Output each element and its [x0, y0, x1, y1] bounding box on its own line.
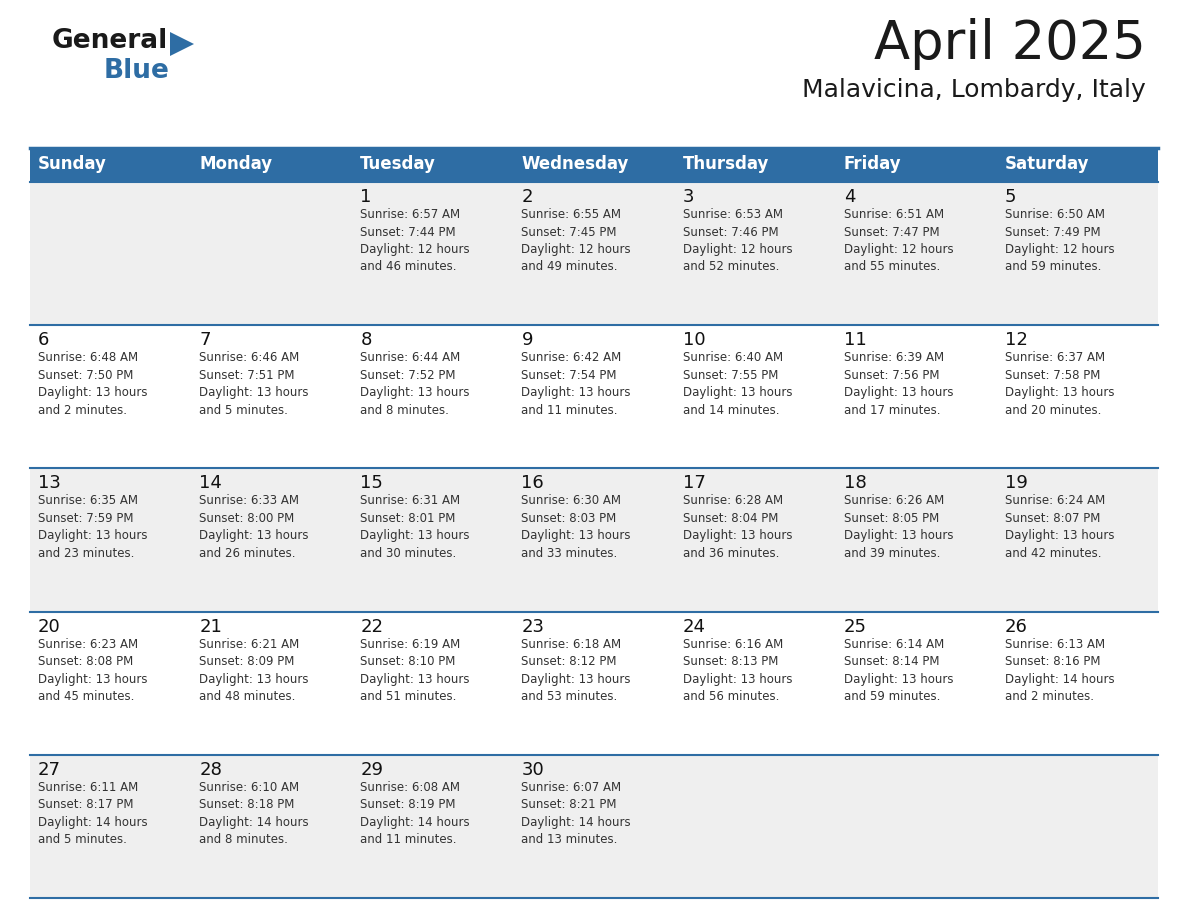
Text: Sunrise: 6:40 AM
Sunset: 7:55 PM
Daylight: 13 hours
and 14 minutes.: Sunrise: 6:40 AM Sunset: 7:55 PM Dayligh…: [683, 352, 792, 417]
Text: 20: 20: [38, 618, 61, 635]
Text: Sunrise: 6:31 AM
Sunset: 8:01 PM
Daylight: 13 hours
and 30 minutes.: Sunrise: 6:31 AM Sunset: 8:01 PM Dayligh…: [360, 495, 469, 560]
Text: 21: 21: [200, 618, 222, 635]
Text: Sunrise: 6:44 AM
Sunset: 7:52 PM
Daylight: 13 hours
and 8 minutes.: Sunrise: 6:44 AM Sunset: 7:52 PM Dayligh…: [360, 352, 469, 417]
Text: 9: 9: [522, 331, 533, 349]
Text: 13: 13: [38, 475, 61, 492]
Text: 23: 23: [522, 618, 544, 635]
Text: 2: 2: [522, 188, 533, 206]
Text: 8: 8: [360, 331, 372, 349]
Text: Blue: Blue: [105, 58, 170, 84]
Text: 19: 19: [1005, 475, 1028, 492]
Text: Sunrise: 6:35 AM
Sunset: 7:59 PM
Daylight: 13 hours
and 23 minutes.: Sunrise: 6:35 AM Sunset: 7:59 PM Dayligh…: [38, 495, 147, 560]
Bar: [30, 468, 1158, 611]
Text: Sunrise: 6:30 AM
Sunset: 8:03 PM
Daylight: 13 hours
and 33 minutes.: Sunrise: 6:30 AM Sunset: 8:03 PM Dayligh…: [522, 495, 631, 560]
Text: Sunrise: 6:08 AM
Sunset: 8:19 PM
Daylight: 14 hours
and 11 minutes.: Sunrise: 6:08 AM Sunset: 8:19 PM Dayligh…: [360, 781, 470, 846]
Text: April 2025: April 2025: [874, 18, 1146, 70]
Text: Sunrise: 6:42 AM
Sunset: 7:54 PM
Daylight: 13 hours
and 11 minutes.: Sunrise: 6:42 AM Sunset: 7:54 PM Dayligh…: [522, 352, 631, 417]
Text: Sunrise: 6:37 AM
Sunset: 7:58 PM
Daylight: 13 hours
and 20 minutes.: Sunrise: 6:37 AM Sunset: 7:58 PM Dayligh…: [1005, 352, 1114, 417]
Text: Sunrise: 6:21 AM
Sunset: 8:09 PM
Daylight: 13 hours
and 48 minutes.: Sunrise: 6:21 AM Sunset: 8:09 PM Dayligh…: [200, 638, 309, 703]
Text: Thursday: Thursday: [683, 155, 769, 173]
Text: Sunrise: 6:53 AM
Sunset: 7:46 PM
Daylight: 12 hours
and 52 minutes.: Sunrise: 6:53 AM Sunset: 7:46 PM Dayligh…: [683, 208, 792, 274]
Text: 11: 11: [843, 331, 866, 349]
Text: 25: 25: [843, 618, 867, 635]
Text: Sunrise: 6:39 AM
Sunset: 7:56 PM
Daylight: 13 hours
and 17 minutes.: Sunrise: 6:39 AM Sunset: 7:56 PM Dayligh…: [843, 352, 953, 417]
Text: Sunrise: 6:33 AM
Sunset: 8:00 PM
Daylight: 13 hours
and 26 minutes.: Sunrise: 6:33 AM Sunset: 8:00 PM Dayligh…: [200, 495, 309, 560]
Text: Sunrise: 6:18 AM
Sunset: 8:12 PM
Daylight: 13 hours
and 53 minutes.: Sunrise: 6:18 AM Sunset: 8:12 PM Dayligh…: [522, 638, 631, 703]
Bar: [30, 755, 1158, 898]
Text: Sunrise: 6:26 AM
Sunset: 8:05 PM
Daylight: 13 hours
and 39 minutes.: Sunrise: 6:26 AM Sunset: 8:05 PM Dayligh…: [843, 495, 953, 560]
Bar: [30, 182, 1158, 325]
Text: 18: 18: [843, 475, 866, 492]
Text: 28: 28: [200, 761, 222, 778]
Text: Sunrise: 6:51 AM
Sunset: 7:47 PM
Daylight: 12 hours
and 55 minutes.: Sunrise: 6:51 AM Sunset: 7:47 PM Dayligh…: [843, 208, 953, 274]
Text: 29: 29: [360, 761, 384, 778]
Text: 17: 17: [683, 475, 706, 492]
Text: Sunrise: 6:57 AM
Sunset: 7:44 PM
Daylight: 12 hours
and 46 minutes.: Sunrise: 6:57 AM Sunset: 7:44 PM Dayligh…: [360, 208, 470, 274]
Text: Sunrise: 6:55 AM
Sunset: 7:45 PM
Daylight: 12 hours
and 49 minutes.: Sunrise: 6:55 AM Sunset: 7:45 PM Dayligh…: [522, 208, 631, 274]
Text: 6: 6: [38, 331, 50, 349]
Text: 27: 27: [38, 761, 61, 778]
Text: Friday: Friday: [843, 155, 902, 173]
Text: Sunday: Sunday: [38, 155, 107, 173]
Text: Sunrise: 6:19 AM
Sunset: 8:10 PM
Daylight: 13 hours
and 51 minutes.: Sunrise: 6:19 AM Sunset: 8:10 PM Dayligh…: [360, 638, 469, 703]
Text: Sunrise: 6:24 AM
Sunset: 8:07 PM
Daylight: 13 hours
and 42 minutes.: Sunrise: 6:24 AM Sunset: 8:07 PM Dayligh…: [1005, 495, 1114, 560]
Bar: [30, 611, 1158, 755]
Text: 30: 30: [522, 761, 544, 778]
Text: 16: 16: [522, 475, 544, 492]
Text: Sunrise: 6:14 AM
Sunset: 8:14 PM
Daylight: 13 hours
and 59 minutes.: Sunrise: 6:14 AM Sunset: 8:14 PM Dayligh…: [843, 638, 953, 703]
Bar: [30, 148, 1158, 182]
Text: Saturday: Saturday: [1005, 155, 1089, 173]
Polygon shape: [170, 32, 194, 56]
Text: 7: 7: [200, 331, 210, 349]
Text: 1: 1: [360, 188, 372, 206]
Text: Tuesday: Tuesday: [360, 155, 436, 173]
Text: Sunrise: 6:46 AM
Sunset: 7:51 PM
Daylight: 13 hours
and 5 minutes.: Sunrise: 6:46 AM Sunset: 7:51 PM Dayligh…: [200, 352, 309, 417]
Text: Sunrise: 6:11 AM
Sunset: 8:17 PM
Daylight: 14 hours
and 5 minutes.: Sunrise: 6:11 AM Sunset: 8:17 PM Dayligh…: [38, 781, 147, 846]
Text: 15: 15: [360, 475, 384, 492]
Text: Malavicina, Lombardy, Italy: Malavicina, Lombardy, Italy: [802, 78, 1146, 102]
Text: General: General: [52, 28, 169, 54]
Text: 14: 14: [200, 475, 222, 492]
Text: 12: 12: [1005, 331, 1028, 349]
Text: 3: 3: [683, 188, 694, 206]
Text: Sunrise: 6:07 AM
Sunset: 8:21 PM
Daylight: 14 hours
and 13 minutes.: Sunrise: 6:07 AM Sunset: 8:21 PM Dayligh…: [522, 781, 631, 846]
Text: Sunrise: 6:16 AM
Sunset: 8:13 PM
Daylight: 13 hours
and 56 minutes.: Sunrise: 6:16 AM Sunset: 8:13 PM Dayligh…: [683, 638, 792, 703]
Bar: [30, 325, 1158, 468]
Text: 26: 26: [1005, 618, 1028, 635]
Text: Sunrise: 6:50 AM
Sunset: 7:49 PM
Daylight: 12 hours
and 59 minutes.: Sunrise: 6:50 AM Sunset: 7:49 PM Dayligh…: [1005, 208, 1114, 274]
Text: Monday: Monday: [200, 155, 272, 173]
Text: 10: 10: [683, 331, 706, 349]
Text: Wednesday: Wednesday: [522, 155, 628, 173]
Text: 22: 22: [360, 618, 384, 635]
Text: Sunrise: 6:23 AM
Sunset: 8:08 PM
Daylight: 13 hours
and 45 minutes.: Sunrise: 6:23 AM Sunset: 8:08 PM Dayligh…: [38, 638, 147, 703]
Text: Sunrise: 6:10 AM
Sunset: 8:18 PM
Daylight: 14 hours
and 8 minutes.: Sunrise: 6:10 AM Sunset: 8:18 PM Dayligh…: [200, 781, 309, 846]
Text: Sunrise: 6:13 AM
Sunset: 8:16 PM
Daylight: 14 hours
and 2 minutes.: Sunrise: 6:13 AM Sunset: 8:16 PM Dayligh…: [1005, 638, 1114, 703]
Text: 24: 24: [683, 618, 706, 635]
Text: Sunrise: 6:48 AM
Sunset: 7:50 PM
Daylight: 13 hours
and 2 minutes.: Sunrise: 6:48 AM Sunset: 7:50 PM Dayligh…: [38, 352, 147, 417]
Text: 4: 4: [843, 188, 855, 206]
Text: Sunrise: 6:28 AM
Sunset: 8:04 PM
Daylight: 13 hours
and 36 minutes.: Sunrise: 6:28 AM Sunset: 8:04 PM Dayligh…: [683, 495, 792, 560]
Text: 5: 5: [1005, 188, 1017, 206]
